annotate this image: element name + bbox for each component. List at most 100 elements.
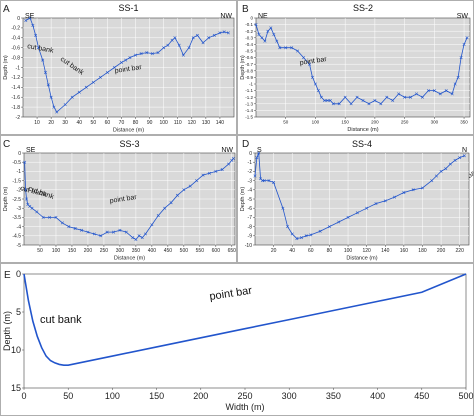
data-point — [393, 195, 397, 199]
x-axis-label: Width (m) — [226, 402, 265, 412]
data-point — [28, 16, 32, 20]
data-point — [220, 168, 224, 172]
y-tick-label: -1.4 — [11, 85, 20, 91]
y-tick-label: -3.5 — [12, 215, 21, 221]
data-point — [465, 36, 469, 40]
data-point — [309, 233, 313, 237]
chart-title: SS-3 — [119, 139, 139, 149]
data-point — [201, 41, 205, 45]
end-label-left: SE — [25, 13, 35, 20]
x-tick-label: 60 — [105, 120, 111, 126]
x-axis-label: Distance (m) — [114, 256, 145, 262]
y-tick-label: 5 — [16, 307, 21, 317]
data-point — [397, 92, 401, 96]
data-point — [337, 220, 341, 224]
data-point — [36, 46, 40, 50]
x-tick-label: 120 — [188, 120, 197, 126]
y-tick-label: -0.4 — [245, 42, 253, 47]
x-tick-label: 450 — [164, 248, 173, 254]
y-tick-label: -1.3 — [245, 101, 253, 106]
data-point — [269, 26, 273, 30]
x-tick-label: 160 — [400, 248, 409, 254]
y-tick-label: -0.5 — [245, 49, 253, 54]
data-point — [163, 206, 167, 210]
y-axis-label: Depth (m) — [240, 55, 246, 80]
data-point — [453, 158, 457, 162]
data-point — [43, 70, 48, 74]
data-point — [367, 102, 371, 106]
data-point — [300, 236, 304, 240]
data-point — [373, 98, 377, 103]
x-tick-label: 350 — [132, 248, 141, 254]
data-point — [462, 42, 466, 46]
x-tick-label: 450 — [414, 391, 429, 401]
data-point — [150, 52, 154, 56]
data-point — [385, 95, 389, 99]
x-tick-label: 0 — [21, 391, 26, 401]
data-point — [307, 62, 312, 66]
x-tick-label: 30 — [62, 120, 68, 126]
data-point — [124, 230, 128, 234]
data-point — [319, 95, 323, 99]
x-tick-label: 100 — [344, 248, 353, 254]
data-point — [286, 225, 290, 229]
y-axis-label: Depth (m) — [2, 311, 12, 351]
y-tick-label: 0 — [250, 16, 253, 21]
y-tick-label: 15 — [11, 383, 21, 393]
x-tick-label: 200 — [437, 248, 446, 254]
data-point — [124, 58, 128, 62]
annotation-point-bar: point bar — [109, 194, 138, 205]
data-point — [304, 234, 308, 238]
data-point — [195, 33, 199, 37]
y-tick-label: 10 — [11, 345, 21, 355]
data-point — [77, 90, 81, 94]
data-point — [134, 53, 138, 57]
data-point — [313, 82, 317, 86]
data-point — [355, 95, 359, 99]
panel-letter: A — [3, 4, 10, 15]
data-point — [128, 56, 132, 60]
data-point — [459, 56, 463, 60]
y-tick-label: -1 — [249, 82, 253, 87]
data-point — [55, 110, 59, 114]
data-point — [349, 102, 353, 106]
x-axis-label: Distance (m) — [113, 128, 144, 134]
data-point — [262, 179, 266, 183]
data-point — [218, 31, 222, 35]
data-point — [80, 228, 84, 232]
panel-a: A SS-1 0 -0.2 -0.4 -0.6 -0.8 -1 -1.2 -1.4 -1.6 -1.8… — [0, 0, 237, 135]
data-point — [409, 95, 413, 99]
data-point — [327, 225, 331, 229]
x-tick-label: 250 — [401, 120, 409, 125]
end-label-right: SW — [457, 13, 469, 20]
data-point — [201, 173, 205, 177]
annotation-point-bar: point bar — [299, 56, 328, 67]
data-point — [143, 232, 147, 236]
x-tick-label: 350 — [326, 391, 341, 401]
x-tick-label: 110 — [174, 120, 182, 126]
end-label-left: NE — [258, 13, 268, 20]
data-point — [30, 206, 34, 210]
data-point — [35, 210, 39, 214]
data-point — [156, 51, 160, 55]
x-tick-label: 250 — [237, 391, 252, 401]
data-point — [118, 228, 122, 232]
data-point — [430, 179, 434, 183]
x-tick-label: 220 — [456, 248, 465, 254]
data-point — [112, 65, 116, 70]
data-point — [458, 156, 462, 160]
data-point — [24, 18, 28, 22]
data-point — [365, 206, 369, 210]
end-label-right: N — [462, 147, 467, 154]
data-point — [355, 211, 359, 215]
data-point — [403, 95, 407, 99]
y-tick-label: -3 — [17, 206, 22, 212]
y-tick-label: -1.2 — [11, 75, 20, 81]
end-label-left: S — [257, 147, 262, 154]
data-point — [231, 157, 235, 161]
y-tick-label: -1 — [17, 169, 22, 175]
plot-area — [23, 273, 467, 389]
